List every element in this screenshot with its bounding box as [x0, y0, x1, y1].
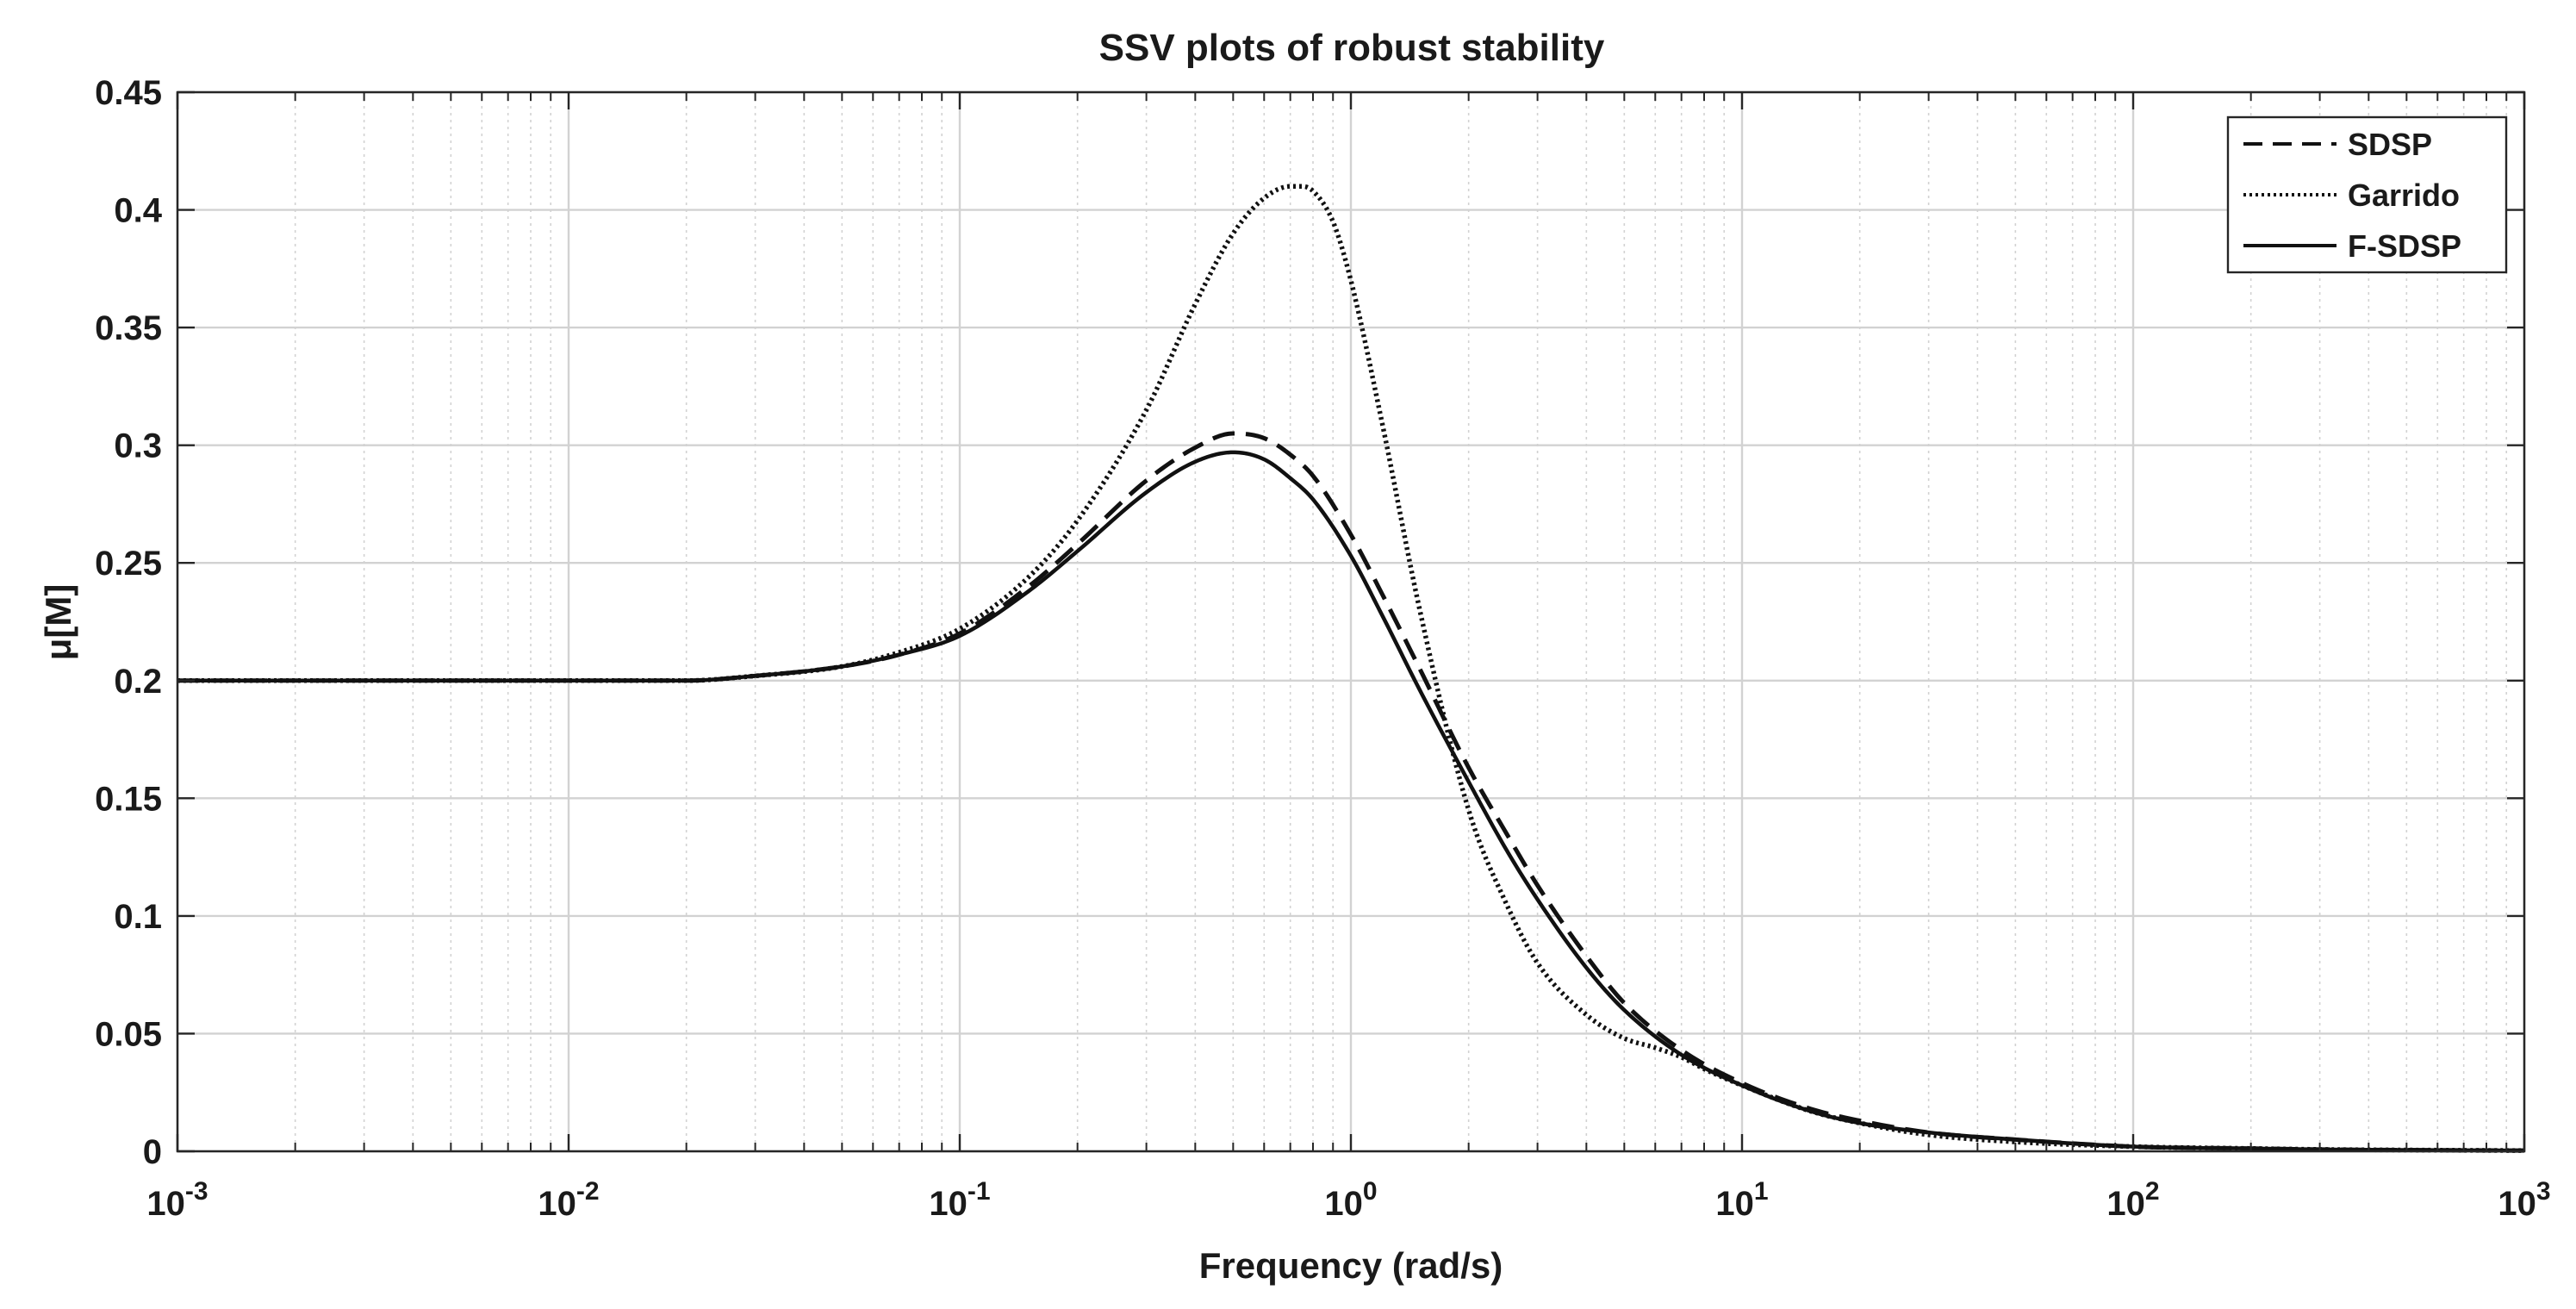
y-tick-label: 0.25 — [95, 545, 162, 583]
x-tick-label: 10-1 — [929, 1177, 990, 1223]
y-axis-label: μ[M] — [38, 584, 78, 661]
x-tick-label: 10-3 — [146, 1177, 208, 1223]
y-tick-label: 0.15 — [95, 780, 162, 818]
ticks: 10-3 10-2 10-1 100 101 102 103 0 0.05 0.1 0.15 0.2 0… — [95, 74, 2550, 1223]
y-tick-label: 0.35 — [95, 309, 162, 347]
legend-label-garrido: Garrido — [2348, 178, 2460, 213]
x-tick-label: 103 — [2498, 1177, 2550, 1223]
y-tick-label: 0 — [143, 1133, 162, 1171]
legend: SDSP Garrido F-SDSP — [2226, 115, 2508, 274]
y-tick-label: 0.05 — [95, 1015, 162, 1053]
chart-title: SSV plots of robust stability — [1099, 27, 1605, 69]
series-layer — [177, 184, 2525, 1153]
y-tick-label: 0.1 — [114, 898, 162, 936]
x-axis-label: Frequency (rad/s) — [1199, 1245, 1503, 1286]
x-tick-label: 101 — [1715, 1177, 1768, 1223]
x-tick-label: 10-2 — [538, 1177, 599, 1223]
y-tick-label: 0.3 — [114, 427, 162, 465]
x-tick-label: 102 — [2106, 1177, 2159, 1223]
legend-label-f-sdsp: F-SDSP — [2348, 228, 2461, 264]
series-line-f-sdsp — [177, 450, 2525, 1153]
x-tick-label: 100 — [1324, 1177, 1377, 1223]
y-tick-label: 0.2 — [114, 663, 162, 701]
legend-label-sdsp: SDSP — [2348, 127, 2432, 162]
y-tick-label: 0.4 — [114, 192, 162, 230]
y-tick-label: 0.45 — [95, 74, 162, 112]
